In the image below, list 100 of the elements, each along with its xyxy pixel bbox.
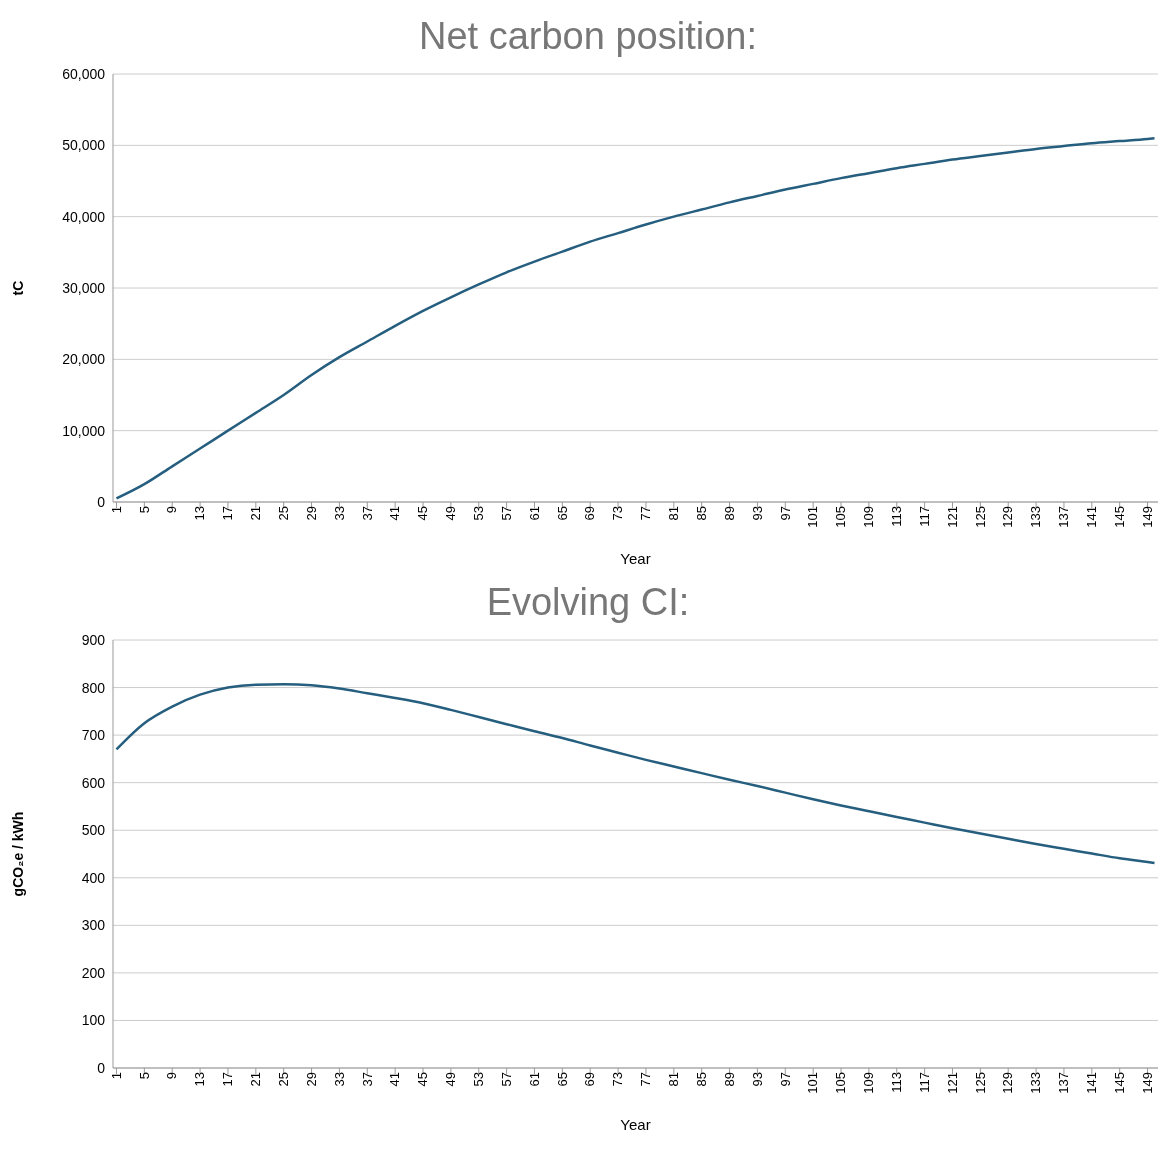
x-tick-label: 129	[1000, 1072, 1016, 1094]
x-tick-label: 149	[1139, 506, 1155, 528]
x-tick-label: 129	[1000, 506, 1016, 528]
x-tick-label: 145	[1111, 1072, 1127, 1094]
x-tick-label: 65	[554, 1072, 570, 1087]
x-tick-label: 37	[359, 506, 375, 521]
x-tick-label: 33	[331, 1072, 347, 1087]
x-tick-label: 101	[805, 506, 821, 528]
x-tick-label: 25	[275, 1072, 291, 1087]
y-tick-label: 10,000	[62, 422, 106, 439]
x-tick-label: 101	[805, 1072, 821, 1094]
y-tick-label: 700	[81, 727, 106, 744]
x-tick-label: 141	[1084, 1072, 1100, 1094]
y-axis-title: tC	[9, 280, 26, 296]
x-tick-label: 77	[638, 506, 654, 521]
x-tick-label: 109	[861, 1072, 877, 1094]
x-tick-label: 93	[749, 1072, 765, 1087]
x-tick-label: 53	[470, 506, 486, 521]
x-tick-label: 137	[1056, 1072, 1072, 1094]
x-tick-label: 61	[526, 1072, 542, 1087]
x-tick-label: 41	[387, 1072, 403, 1087]
y-tick-label: 300	[81, 917, 106, 934]
y-tick-label: 100	[81, 1012, 106, 1029]
x-tick-label: 85	[693, 506, 709, 521]
x-tick-label: 1	[108, 506, 124, 514]
y-tick-label: 400	[81, 869, 106, 886]
x-tick-label: 97	[777, 1072, 793, 1087]
x-tick-label: 13	[192, 1072, 208, 1087]
x-tick-label: 33	[331, 506, 347, 521]
chart-title: Evolving CI:	[485, 580, 691, 625]
x-tick-label: 53	[470, 1072, 486, 1087]
x-tick-label: 41	[387, 506, 403, 521]
y-tick-label: 40,000	[62, 208, 106, 225]
x-tick-label: 73	[610, 1072, 626, 1087]
x-tick-label: 17	[220, 506, 236, 521]
y-tick-label: 60,000	[62, 65, 106, 82]
x-tick-label: 105	[833, 506, 849, 528]
x-tick-label: 121	[944, 1072, 960, 1094]
x-tick-label: 25	[275, 506, 291, 521]
y-tick-label: 0	[97, 493, 106, 510]
x-tick-label: 89	[721, 1072, 737, 1087]
x-tick-label: 81	[666, 1072, 682, 1087]
x-tick-label: 141	[1084, 506, 1100, 528]
x-tick-label: 117	[916, 506, 932, 527]
x-tick-label: 145	[1111, 506, 1127, 528]
x-tick-label: 13	[192, 506, 208, 521]
y-tick-label: 500	[81, 822, 106, 839]
y-tick-label: 0	[97, 1059, 106, 1076]
x-tick-label: 17	[220, 1072, 236, 1087]
x-tick-label: 45	[415, 1072, 431, 1087]
y-tick-label: 30,000	[62, 279, 106, 296]
x-tick-label: 125	[972, 506, 988, 528]
x-tick-label: 37	[359, 1072, 375, 1087]
x-tick-label: 77	[638, 1072, 654, 1087]
x-tick-label: 81	[666, 506, 682, 521]
x-tick-label: 133	[1028, 1072, 1044, 1094]
chart-title: Net carbon position:	[418, 14, 758, 59]
y-tick-label: 200	[81, 964, 106, 981]
x-tick-label: 69	[582, 1072, 598, 1087]
x-tick-label: 45	[415, 506, 431, 521]
x-tick-label: 5	[136, 506, 152, 514]
x-axis-title: Year	[620, 550, 651, 567]
x-tick-label: 93	[749, 506, 765, 521]
x-tick-label: 29	[303, 506, 319, 521]
x-tick-label: 97	[777, 506, 793, 521]
x-tick-label: 57	[498, 506, 514, 521]
x-tick-label: 57	[498, 1072, 514, 1087]
x-tick-label: 73	[610, 506, 626, 521]
x-tick-label: 137	[1056, 506, 1072, 528]
y-tick-label: 900	[81, 631, 106, 648]
x-tick-label: 149	[1139, 1072, 1155, 1094]
x-tick-label: 21	[248, 506, 264, 521]
x-axis-title: Year	[620, 1116, 651, 1133]
y-axis-title: gCO₂e / kWh	[9, 811, 26, 897]
x-tick-label: 133	[1028, 506, 1044, 528]
x-tick-label: 109	[861, 506, 877, 528]
x-tick-label: 89	[721, 506, 737, 521]
x-tick-label: 117	[916, 1072, 932, 1093]
x-tick-label: 85	[693, 1072, 709, 1087]
y-tick-label: 50,000	[62, 137, 106, 154]
y-tick-label: 600	[81, 774, 106, 791]
y-tick-label: 20,000	[62, 351, 106, 368]
x-tick-label: 5	[136, 1072, 152, 1080]
x-tick-label: 49	[443, 1072, 459, 1087]
x-tick-label: 105	[833, 1072, 849, 1094]
y-tick-label: 800	[81, 679, 106, 696]
x-tick-label: 125	[972, 1072, 988, 1094]
x-tick-label: 121	[944, 506, 960, 528]
line-series	[115, 682, 1156, 865]
x-tick-label: 9	[164, 506, 180, 514]
x-tick-label: 61	[526, 506, 542, 521]
x-tick-label: 29	[303, 1072, 319, 1087]
x-tick-label: 113	[888, 1072, 904, 1093]
x-tick-label: 1	[108, 1072, 124, 1080]
x-tick-label: 113	[888, 506, 904, 527]
x-tick-label: 65	[554, 506, 570, 521]
x-tick-label: 21	[248, 1072, 264, 1087]
x-tick-label: 9	[164, 1072, 180, 1080]
x-tick-label: 49	[443, 506, 459, 521]
x-tick-label: 69	[582, 506, 598, 521]
